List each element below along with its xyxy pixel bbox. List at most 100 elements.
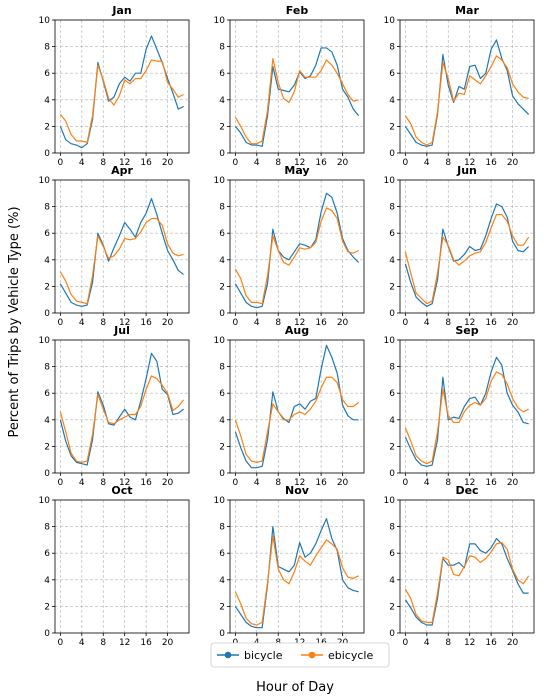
y-tick-label-6: 6 (44, 549, 50, 559)
plot-area-oct (55, 500, 189, 633)
panel-title-may: May (284, 164, 309, 177)
x-tick-label-8: 8 (445, 158, 451, 168)
y-tick-label-4: 4 (389, 256, 395, 266)
series-line-bicycle-mar (404, 39, 530, 147)
x-tick-label-0: 0 (232, 318, 238, 328)
y-tick-label-6: 6 (44, 229, 50, 239)
series-line-bicycle-aug (234, 344, 359, 469)
y-tick-label-6: 6 (219, 549, 225, 559)
y-tick-label-10: 10 (39, 176, 51, 186)
y-tick-label-0: 0 (219, 469, 225, 479)
x-tick-label-20: 20 (507, 478, 519, 488)
x-tick-label-20: 20 (162, 478, 174, 488)
x-tick-label-4: 4 (424, 478, 430, 488)
y-tick-label-2: 2 (219, 602, 225, 612)
panel-nov: Nov0481216200246810 (214, 484, 365, 648)
legend: bicycle ebicycle (210, 642, 390, 668)
legend-marker-bicycle (224, 651, 232, 659)
legend-marker-ebicycle (308, 651, 316, 659)
plot-area-jun (400, 180, 534, 313)
y-tick-label-4: 4 (44, 576, 50, 586)
panel-oct: Oct 0 4 8 12 16 20 0 2 4 6 8 10 (39, 484, 190, 648)
panel-title-sep: Sep (455, 324, 478, 337)
x-tick-label-8: 8 (445, 638, 451, 648)
panel-frame-jun (399, 179, 535, 314)
y-tick-label-6: 6 (44, 69, 50, 79)
x-tick-label-20: 20 (507, 158, 519, 168)
y-tick-label-0: 0 (44, 629, 50, 639)
x-tick-label-12: 12 (294, 478, 305, 488)
x-tick-label-12: 12 (464, 318, 475, 328)
x-tick-label-12: 12 (464, 158, 475, 168)
y-tick-label-4: 4 (219, 416, 225, 426)
panel-title-jan: Jan (111, 4, 131, 17)
series-line-bicycle-jul (59, 352, 184, 466)
panel-frame-may (229, 179, 365, 314)
panel-sep: Sep 0 4 8 12 16 20 0 2 4 6 8 10 (384, 324, 535, 488)
y-tick-label-2: 2 (219, 442, 225, 452)
panel-title-mar: Mar (455, 4, 479, 17)
series-line-ebicycle-may (234, 207, 359, 305)
x-tick-label-16: 16 (140, 318, 152, 328)
y-tick-label-4: 4 (219, 256, 225, 266)
y-tick-label-4: 4 (389, 96, 395, 106)
y-tick-label-0: 0 (44, 149, 50, 159)
series-line-bicycle-jun (404, 203, 530, 307)
y-tick-label-0: 0 (389, 469, 395, 479)
series-line-ebicycle-feb (234, 57, 359, 145)
x-tick-label-20: 20 (507, 638, 519, 648)
panel-jan: Jan 0 4 8 12 16 20 0 2 4 6 8 10 (39, 4, 190, 168)
y-tick-label-4: 4 (389, 416, 395, 426)
y-tick-label-2: 2 (44, 602, 50, 612)
x-axis-label: Hour of Day (256, 680, 334, 695)
y-tick-label-2: 2 (389, 282, 395, 292)
x-tick-label-0: 0 (57, 478, 63, 488)
y-tick-label-0: 0 (389, 309, 395, 319)
y-tick-label-8: 8 (219, 203, 225, 213)
y-tick-label-2: 2 (389, 602, 395, 612)
series-line-bicycle-may (234, 192, 360, 309)
x-tick-label-12: 12 (464, 638, 475, 648)
x-tick-label-4: 4 (79, 638, 85, 648)
plot-area-nov (230, 500, 364, 633)
y-tick-label-2: 2 (389, 122, 395, 132)
y-tick-label-2: 2 (389, 442, 395, 452)
panel-frame-apr (54, 179, 190, 314)
y-tick-label-10: 10 (384, 176, 396, 186)
panel-apr: Apr 0 4 8 12 16 20 0 2 4 6 8 10 (39, 164, 190, 328)
x-tick-label-8: 8 (275, 478, 281, 488)
panel-title-jun: Jun (456, 164, 477, 177)
plot-area-may (230, 180, 364, 313)
x-tick-label-20: 20 (337, 318, 349, 328)
y-axis-label: Percent of Trips by Vehicle Type (%) (7, 206, 22, 437)
y-tick-label-8: 8 (44, 203, 50, 213)
series-line-ebicycle-nov (234, 535, 359, 626)
x-tick-label-8: 8 (275, 318, 281, 328)
panel-dec: Dec 0 4 8 12 16 20 0 2 4 6 8 10 (384, 484, 535, 648)
y-tick-label-10: 10 (384, 16, 396, 26)
y-tick-label-4: 4 (389, 576, 395, 586)
y-tick-label-8: 8 (44, 43, 50, 53)
x-tick-label-12: 12 (464, 478, 475, 488)
y-tick-label-0: 0 (44, 469, 50, 479)
x-tick-label-12: 12 (294, 158, 305, 168)
series-line-ebicycle-aug (234, 376, 359, 463)
y-tick-label-0: 0 (44, 309, 50, 319)
x-tick-label-0: 0 (57, 318, 63, 328)
x-tick-label-4: 4 (79, 318, 85, 328)
panel-frame-mar (399, 19, 535, 154)
series-line-ebicycle-jul (59, 375, 185, 463)
x-tick-label-16: 16 (485, 478, 497, 488)
y-tick-label-4: 4 (219, 96, 225, 106)
x-tick-label-16: 16 (140, 158, 152, 168)
series-line-bicycle-sep (404, 356, 529, 467)
x-tick-label-4: 4 (254, 158, 260, 168)
y-tick-label-8: 8 (389, 363, 395, 373)
panel-title-feb: Feb (286, 4, 309, 17)
x-tick-label-20: 20 (507, 318, 519, 328)
y-tick-label-4: 4 (44, 96, 50, 106)
x-tick-label-16: 16 (140, 478, 152, 488)
y-tick-label-8: 8 (389, 523, 395, 533)
y-tick-label-0: 0 (389, 629, 395, 639)
